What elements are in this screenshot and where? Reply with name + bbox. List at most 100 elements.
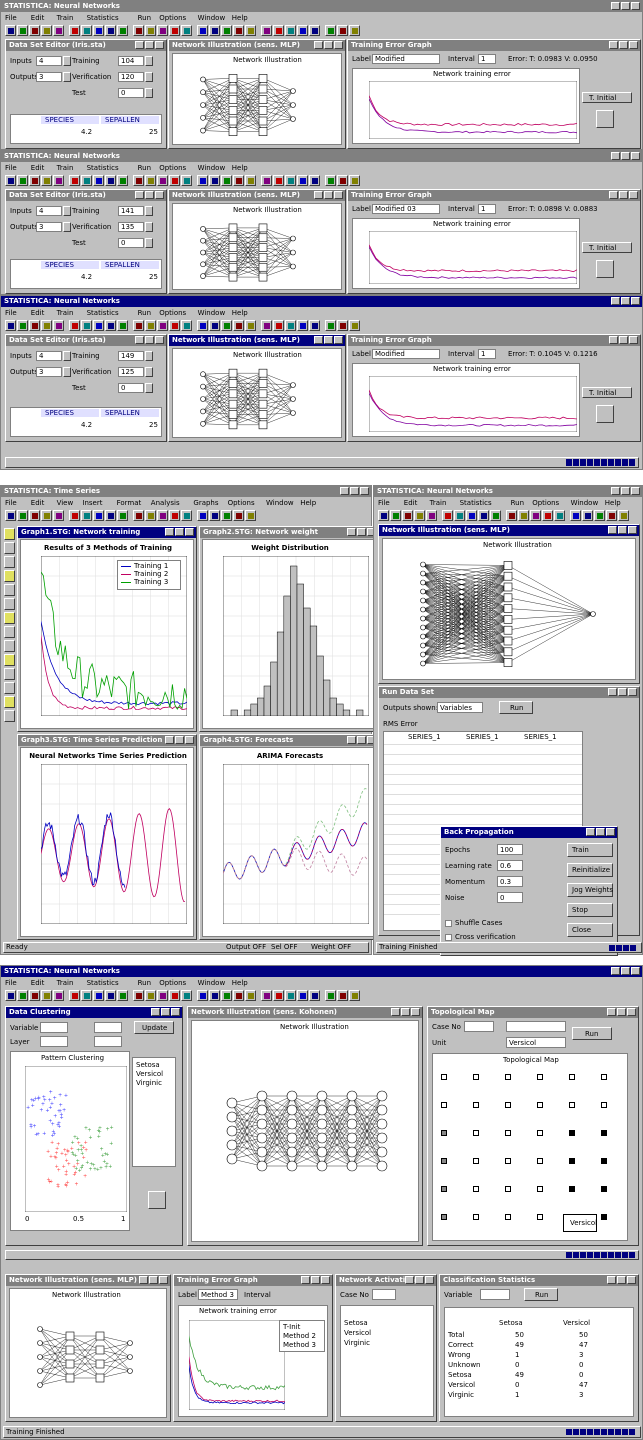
window-button[interactable]	[311, 1276, 320, 1284]
button[interactable]: Close	[567, 923, 613, 937]
toolbar-button[interactable]	[93, 510, 104, 521]
side-tool[interactable]	[4, 598, 15, 610]
toolbar-button[interactable]	[5, 175, 16, 186]
menu-item[interactable]: Help	[232, 15, 248, 22]
toolbar-button[interactable]	[69, 990, 80, 1001]
button[interactable]: Stop	[567, 903, 613, 917]
toolbar-button[interactable]	[490, 510, 501, 521]
menu-item[interactable]: Train	[57, 15, 74, 22]
toolbar-button[interactable]	[221, 25, 232, 36]
spin-button[interactable]	[63, 56, 71, 66]
toolbar-button[interactable]	[5, 510, 16, 521]
window-button[interactable]	[631, 297, 640, 305]
toolbar-button[interactable]	[133, 25, 144, 36]
menu-item[interactable]: Graphs	[193, 500, 218, 507]
window-button[interactable]	[619, 41, 628, 49]
menu-item[interactable]: Window	[198, 15, 226, 22]
toolbar-button[interactable]	[378, 510, 389, 521]
window-button[interactable]	[350, 487, 359, 495]
menu-item[interactable]: Run	[138, 15, 151, 22]
toolbar-button[interactable]	[466, 510, 477, 521]
window-button[interactable]	[631, 967, 640, 975]
toolbar-button[interactable]	[478, 510, 489, 521]
window-button[interactable]	[357, 736, 366, 744]
menu-item[interactable]: Run	[511, 500, 524, 507]
toolbar-button[interactable]	[181, 320, 192, 331]
toolbar-button[interactable]	[181, 510, 192, 521]
window-button[interactable]	[135, 336, 144, 344]
window-button[interactable]	[608, 688, 617, 696]
toolbar-button[interactable]	[542, 510, 553, 521]
toolbar-button[interactable]	[105, 990, 116, 1001]
window-button[interactable]	[334, 41, 343, 49]
toolbar-button[interactable]	[157, 25, 168, 36]
toolbar-button[interactable]	[245, 25, 256, 36]
toolbar-button[interactable]	[273, 990, 284, 1001]
button[interactable]: T. Initial	[582, 92, 632, 103]
menu-item[interactable]: Options	[159, 165, 186, 172]
menu-item[interactable]: Statistics	[87, 310, 119, 317]
toolbar-button[interactable]	[209, 320, 220, 331]
toolbar-button[interactable]	[233, 320, 244, 331]
toolbar-button[interactable]	[145, 990, 156, 1001]
toolbar-button[interactable]	[145, 175, 156, 186]
menu-item[interactable]: Edit	[31, 980, 45, 987]
toolbar-button[interactable]	[273, 175, 284, 186]
menu-item[interactable]: Train	[57, 310, 74, 317]
toolbar-button[interactable]	[53, 25, 64, 36]
menu-item[interactable]: Statistics	[87, 15, 119, 22]
window-button[interactable]	[621, 152, 630, 160]
toolbar-button[interactable]	[29, 25, 40, 36]
window-button[interactable]	[321, 1276, 330, 1284]
toolbar-button[interactable]	[117, 25, 128, 36]
toolbar-button[interactable]	[53, 990, 64, 1001]
menu-item[interactable]: Insert	[82, 500, 102, 507]
window-button[interactable]	[627, 1008, 636, 1016]
toolbar-button[interactable]	[145, 320, 156, 331]
menu-item[interactable]: Options	[159, 310, 186, 317]
menu-item[interactable]: Help	[232, 980, 248, 987]
toolbar-button[interactable]	[518, 510, 529, 521]
window-button[interactable]	[609, 41, 618, 49]
menu-item[interactable]: Run	[138, 980, 151, 987]
side-tool[interactable]	[4, 542, 15, 554]
menu-item[interactable]: Window	[266, 500, 294, 507]
window-button[interactable]	[606, 828, 615, 836]
toolbar-button[interactable]	[285, 320, 296, 331]
toolbar-button[interactable]	[297, 25, 308, 36]
toolbar-button[interactable]	[17, 175, 28, 186]
toolbar-button[interactable]	[309, 25, 320, 36]
window-button[interactable]	[360, 487, 369, 495]
spin-button[interactable]	[145, 367, 153, 377]
toolbar-button[interactable]	[325, 320, 336, 331]
window-button[interactable]	[617, 1276, 626, 1284]
toolbar-button[interactable]	[17, 320, 28, 331]
toolbar-button[interactable]	[133, 175, 144, 186]
window-button[interactable]	[301, 1276, 310, 1284]
window-button[interactable]	[135, 41, 144, 49]
window-button[interactable]	[145, 41, 154, 49]
toolbar-button[interactable]	[273, 25, 284, 36]
window-button[interactable]	[314, 41, 323, 49]
window-button[interactable]	[621, 967, 630, 975]
toolbar-button[interactable]	[209, 990, 220, 1001]
toolbar-button[interactable]	[5, 25, 16, 36]
spin-button[interactable]	[145, 56, 153, 66]
button[interactable]: T. Initial	[582, 387, 632, 398]
menu-item[interactable]: Options	[159, 15, 186, 22]
window-button[interactable]	[155, 336, 164, 344]
window-button[interactable]	[621, 487, 630, 495]
toolbar-button[interactable]	[426, 510, 437, 521]
toolbar-button[interactable]	[41, 320, 52, 331]
toolbar-button[interactable]	[157, 175, 168, 186]
window-button[interactable]	[405, 1276, 414, 1284]
spin-button[interactable]	[63, 72, 71, 82]
toolbar-button[interactable]	[17, 510, 28, 521]
toolbar-button[interactable]	[606, 510, 617, 521]
menu-item[interactable]: Window	[198, 980, 226, 987]
toolbar-button[interactable]	[390, 510, 401, 521]
menu-item[interactable]: File	[5, 165, 17, 172]
toolbar-button[interactable]	[133, 990, 144, 1001]
toolbar-button[interactable]	[337, 990, 348, 1001]
menu-item[interactable]: File	[5, 310, 17, 317]
